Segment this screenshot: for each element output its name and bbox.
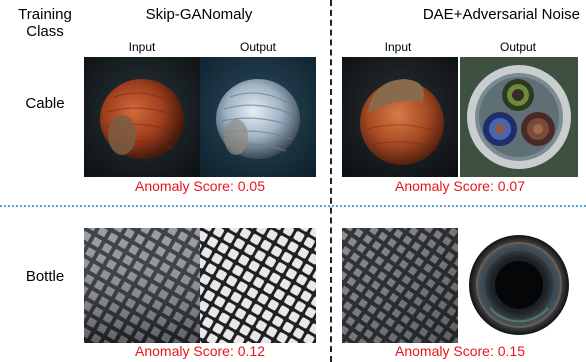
method-left-title: Skip-GANomaly xyxy=(145,6,253,23)
cable-dae-output-image xyxy=(460,57,578,177)
bottle-dae-output-image xyxy=(460,228,578,343)
method-right-title: DAE+Adversarial Noise xyxy=(422,6,580,23)
column-divider xyxy=(330,0,332,362)
left-input-label: Input xyxy=(128,40,156,54)
cable-skip-input-image xyxy=(84,57,200,177)
cable-skip-score: Anomaly Score: 0.05 xyxy=(135,178,265,194)
bottle-dae-score: Anomaly Score: 0.15 xyxy=(395,343,525,359)
training-class-line1: Training xyxy=(18,6,72,23)
right-output-label: Output xyxy=(499,40,537,54)
cable-dae-input-image xyxy=(342,57,458,177)
left-output-label: Output xyxy=(239,40,277,54)
row-divider xyxy=(0,205,586,207)
bottle-dae-input-image xyxy=(342,228,458,343)
bottle-skip-input-image xyxy=(84,228,200,343)
right-input-label: Input xyxy=(384,40,412,54)
training-class-line2: Class xyxy=(26,23,64,41)
cable-dae-score: Anomaly Score: 0.07 xyxy=(395,178,525,194)
row-label-bottle: Bottle xyxy=(25,268,65,285)
bottle-skip-output-image xyxy=(200,228,316,343)
bottle-skip-score: Anomaly Score: 0.12 xyxy=(135,343,265,359)
training-class-header: Training Class xyxy=(6,6,84,41)
cable-skip-output-image xyxy=(200,57,316,177)
row-label-cable: Cable xyxy=(25,95,65,112)
